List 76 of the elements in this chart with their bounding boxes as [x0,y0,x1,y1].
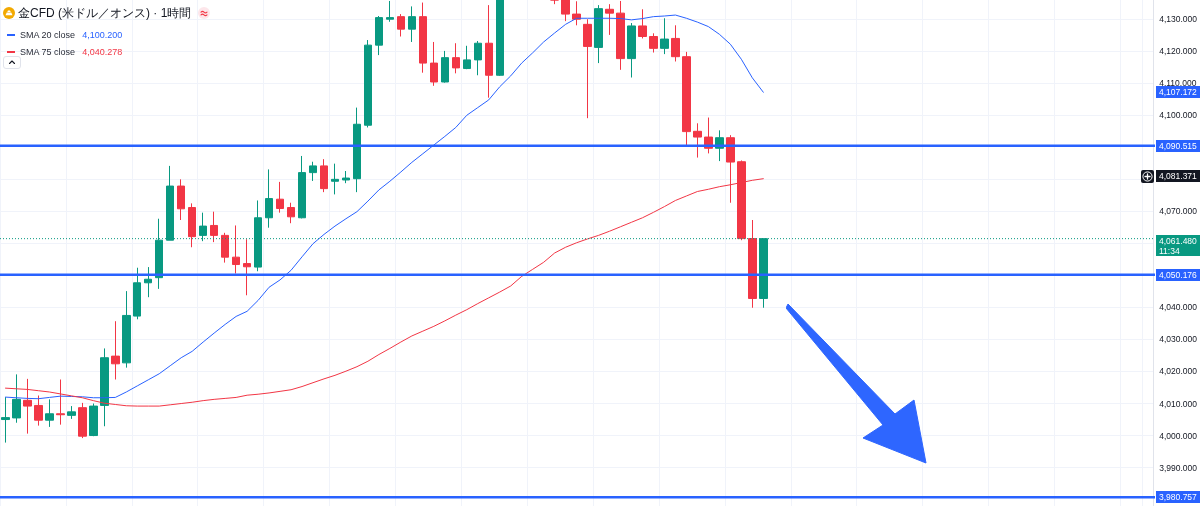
candlestick [419,2,427,74]
ref-line-label: 4,050.176 [1156,268,1200,281]
candlestick [177,178,185,221]
candlestick [111,320,120,380]
candlestick [287,202,295,224]
candlestick [188,202,196,248]
candlestick [463,45,471,70]
candlestick [265,168,273,229]
candlestick [496,0,504,77]
candlestick [474,40,482,76]
candlestick [45,398,54,428]
candlestick [693,122,702,159]
y-tick-label: 4,070.000 [1159,206,1198,217]
candlestick [452,42,460,74]
y-tick-label: 4,040.000 [1159,302,1198,313]
candlestick [364,39,372,128]
candlestick [671,24,680,62]
candlestick [122,290,131,369]
candlestick [144,266,152,298]
candlestick [232,224,240,274]
candlestick [660,17,669,55]
y-tick-label: 3,990.000 [1159,462,1198,473]
candlestick [89,403,98,437]
candlestick [441,50,449,84]
annotation: 4,040.278 [82,47,123,57]
y-tick-label: 4,030.000 [1159,334,1198,345]
candlestick [430,41,438,87]
candlestick [100,347,109,427]
candlestick [583,18,592,119]
candlestick [408,5,416,43]
candlestick [320,158,328,193]
candlestick [485,4,493,99]
y-tick-label: 4,100.000 [1159,110,1198,121]
candlestick [627,22,636,78]
candlestick [572,0,581,26]
y-tick-label: 4,010.000 [1159,398,1198,409]
candlestick [133,267,141,320]
candlestick [210,211,218,243]
legend-label: SMA 75 close [20,47,76,57]
candlestick [605,3,614,36]
candlestick [550,0,559,5]
candlestick [375,15,383,56]
candlestick [638,8,647,39]
candlestick [298,155,306,219]
candlestick [243,238,251,296]
candlestick [616,0,625,71]
candlestick [561,0,570,22]
candlestick [34,395,43,427]
candlestick [649,32,658,54]
text: 4,081.371 [1156,170,1200,182]
candlestick [386,0,394,23]
ref-line-label: 4,090.515 [1156,139,1200,152]
text: 4,107.172 [1156,86,1200,99]
legend-label: SMA 20 close [20,30,76,40]
y-tick-label: 4,020.000 [1159,366,1198,377]
ref-line-label: 3,980.757 [1156,491,1200,504]
candlestick [748,219,757,309]
candlestick [276,181,284,214]
candlestick [309,161,317,182]
y-tick-label: 4,130.000 [1159,14,1198,25]
candlestick [221,232,229,264]
candlestick [353,107,361,193]
candlestick [342,170,350,184]
candlestick [331,163,339,195]
candlestick [1,396,10,444]
candlestick [78,402,87,439]
y-tick-label: 4,110.000 [1159,78,1197,89]
candlestick [594,4,603,64]
candlestick [397,13,405,38]
candlestick [12,373,21,424]
text: 金CFD (米ドル／オンス) · 1時間 [18,5,192,21]
ref-line-label: 4,061.480 11:34 [1156,234,1200,256]
candlestick [67,405,76,420]
y-tick-label: 4,120.000 [1159,46,1198,57]
annotation: 4,100.200 [82,30,123,40]
y-tick-label: 4,000.000 [1159,430,1198,441]
